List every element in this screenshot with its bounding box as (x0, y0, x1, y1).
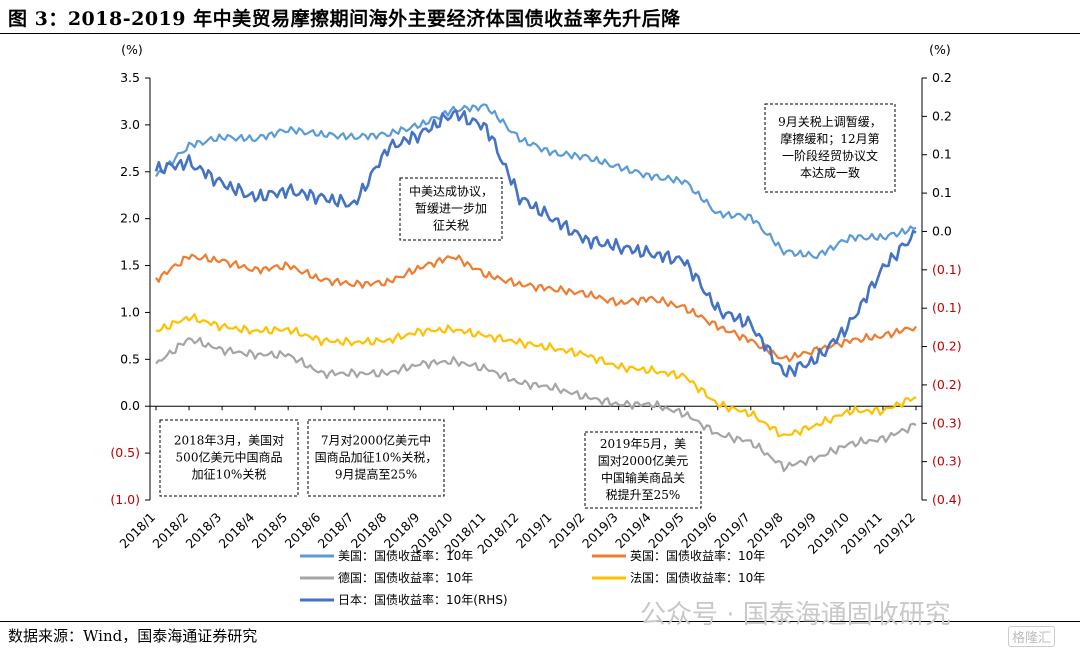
left-tick-label: 1.5 (120, 258, 140, 273)
legend-label: 英国：国债收益率：10年 (630, 548, 765, 563)
source-note: 数据来源：Wind，国泰海通证券研究 (8, 627, 258, 645)
annotation-line: 9月提高至25% (335, 467, 417, 482)
annotation-line: 中美达成协议， (409, 184, 493, 199)
left-tick-label: (0.5) (110, 445, 140, 460)
annotation-box (399, 177, 503, 241)
footer-rule (0, 621, 1080, 622)
watermark-badge: 格隆汇 (1008, 626, 1056, 647)
right-tick-label: (0.1) (932, 262, 962, 277)
annotation-line: 国对2000亿美元 (598, 453, 689, 468)
annotation-box (159, 419, 299, 497)
annotation-line: 中国输美商品关 (601, 470, 685, 485)
right-tick-label: (0.3) (932, 415, 962, 430)
x-tick-label: 2019/6 (678, 509, 720, 551)
right-tick-label: (0.3) (932, 454, 962, 469)
right-tick-label: (0.2) (932, 339, 962, 354)
chart-title: 图 3：2018-2019 年中美贸易摩擦期间海外主要经济体国债收益率先升后降 (8, 8, 681, 30)
x-tick-label: 2018/3 (183, 510, 225, 552)
x-tick-label: 2019/1 (513, 510, 555, 552)
left-tick-label: 3.5 (120, 70, 140, 85)
annotation-line: 征关税 (433, 219, 469, 233)
x-tick-label: 2018/5 (249, 510, 291, 552)
right-tick-label: (0.4) (932, 492, 962, 507)
x-tick-label: 2018/2 (149, 510, 191, 552)
right-tick-label: 0.2 (932, 70, 952, 85)
right-tick-label: 0.1 (932, 147, 952, 162)
watermark-text: 公众号 · 国泰海通固收研究 (640, 600, 951, 630)
annotation-line: 摩擦缓和；12月第 (780, 131, 879, 146)
right-axis-unit: (%) (929, 42, 951, 57)
annotation-line: 暂缓进一步加 (415, 202, 487, 216)
left-axis-unit: (%) (121, 42, 143, 57)
annotation-line: 2019年5月，美 (600, 437, 686, 451)
legend-label: 法国：国债收益率：10年 (630, 570, 765, 585)
x-tick-label: 2019/3 (579, 510, 621, 552)
annotation-line: 9月关税上调暂缓， (778, 115, 882, 129)
chart-canvas: (%) (%) 3.5 3.0 2.5 2.0 1.5 1.0 0.5 0.0 (0.5) (1.0)… (110, 42, 962, 607)
series-line-2 (155, 336, 917, 473)
right-tick-label: (0.1) (932, 300, 962, 315)
annotation-box (764, 103, 896, 193)
right-tick-label: 0.2 (932, 108, 952, 123)
x-tick-label: 2018/6 (282, 509, 324, 551)
legend-label: 日本：国债收益率：10年(RHS) (338, 592, 508, 607)
left-tick-label: 1.0 (120, 304, 140, 319)
annotation-box (584, 431, 702, 509)
left-tick-label: 2.5 (120, 164, 140, 179)
series-line-0 (155, 103, 917, 260)
x-tick-label: 2018/1 (116, 510, 158, 552)
x-tick-label: 2018/4 (216, 509, 258, 551)
legend-label: 德国：国债收益率：10年 (338, 570, 473, 585)
x-tick-label: 2019/4 (612, 509, 654, 551)
left-tick-label: 2.0 (120, 211, 140, 226)
annotation-line: 7月对2000亿美元中 (321, 433, 431, 448)
series-line-3 (155, 313, 917, 438)
right-tick-label: (0.2) (932, 377, 962, 392)
x-tick-label: 2019/5 (645, 510, 687, 552)
left-tick-label: (1.0) (110, 492, 140, 507)
annotation-line: 500亿美元中国商品 (176, 450, 283, 465)
series-line-1 (155, 253, 917, 363)
annotation-line: 一阶段经贸协议文 (782, 148, 878, 163)
annotation-box (307, 419, 445, 497)
x-tick-label: 2019/8 (744, 509, 786, 551)
x-tick-label: 2018/8 (348, 509, 390, 551)
right-tick-label: 0.1 (932, 185, 952, 200)
x-tick-label: 2019/2 (546, 510, 588, 552)
annotation-line: 税提升至25% (606, 487, 681, 502)
legend-label: 美国：国债收益率：10年 (338, 548, 473, 563)
x-tick-label: 2018/7 (315, 510, 357, 552)
x-tick-label: 2019/7 (711, 510, 753, 552)
right-tick-label: 0.0 (932, 223, 952, 238)
annotation-line: 国商品加征10%关税， (315, 450, 438, 465)
left-tick-label: 0.0 (120, 398, 140, 413)
left-tick-label: 3.0 (120, 117, 140, 132)
title-rule (0, 33, 1080, 34)
left-tick-label: 0.5 (120, 351, 140, 366)
annotation-line: 2018年3月，美国对 (174, 434, 284, 448)
series-line-4 (154, 109, 917, 378)
annotation-line: 本达成一致 (800, 166, 860, 180)
annotation-line: 加征10%关税 (192, 468, 267, 482)
